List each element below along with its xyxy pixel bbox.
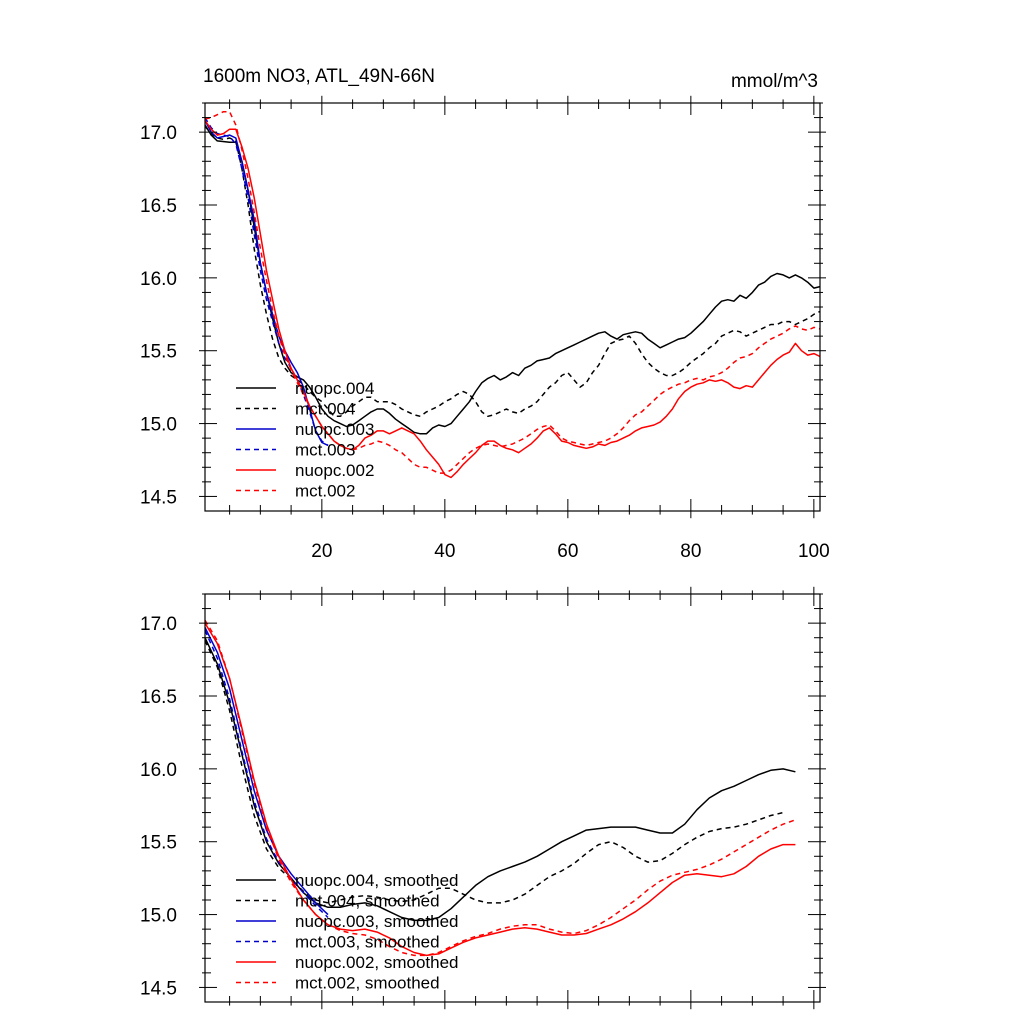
y-tick-label: 16.5 bbox=[140, 196, 177, 217]
legend-label: mct.003, smoothed bbox=[295, 933, 440, 952]
legend-label: mct.004, smoothed bbox=[295, 892, 440, 911]
series-line-mct-002 bbox=[204, 110, 821, 474]
legend-label: nuopc.002 bbox=[295, 461, 374, 480]
series-line-mct-004 bbox=[204, 125, 821, 418]
legend-label: mct.004 bbox=[295, 400, 355, 419]
legend-label: mct.002 bbox=[295, 482, 355, 501]
y-tick-label: 15.5 bbox=[140, 833, 177, 854]
x-tick-label: 40 bbox=[434, 541, 455, 562]
y-tick-label: 16.0 bbox=[140, 269, 177, 290]
x-tick-label: 20 bbox=[311, 541, 332, 562]
series-line-mct-003 bbox=[204, 117, 329, 447]
x-tick-label: 60 bbox=[557, 541, 578, 562]
top-panel: 14.5 15.0 15.5 16.0 16.5 17.0 20 40 60 80 100 nuopc… bbox=[140, 95, 830, 562]
y-tick-label: 16.0 bbox=[140, 760, 177, 781]
series-line-nuopc-003-smoothed bbox=[204, 627, 329, 916]
y-tick-label: 15.5 bbox=[140, 342, 177, 363]
series-line-nuopc-004 bbox=[204, 124, 821, 435]
legend-label: nuopc.003 bbox=[295, 420, 374, 439]
bottom-panel: 14.5 15.0 15.5 16.0 16.5 17.0 nuopc.004, smoot… bbox=[140, 586, 826, 1010]
x-tick-label: 80 bbox=[680, 541, 701, 562]
x-tick-label: 100 bbox=[798, 541, 830, 562]
legend-label: nuopc.002, smoothed bbox=[295, 953, 459, 972]
y-tick-label: 17.0 bbox=[140, 614, 177, 635]
chart-title: 1600m NO3, ATL_49N-66N bbox=[203, 66, 435, 87]
y-tick-label: 15.0 bbox=[140, 415, 177, 436]
legend-label: nuopc.003, smoothed bbox=[295, 912, 459, 931]
y-tick-label: 16.5 bbox=[140, 687, 177, 708]
series-line-mct-002-smoothed bbox=[204, 619, 796, 957]
legend-label: nuopc.004, smoothed bbox=[295, 871, 459, 890]
series-line-mct-004-smoothed bbox=[204, 640, 784, 904]
legend-label: mct.003 bbox=[295, 441, 355, 460]
y-tick-label: 17.0 bbox=[140, 123, 177, 144]
y-tick-label: 14.5 bbox=[140, 487, 177, 508]
y-tick-label: 14.5 bbox=[140, 978, 177, 999]
legend-label: nuopc.004 bbox=[295, 379, 374, 398]
legend-label: mct.002, smoothed bbox=[295, 974, 440, 993]
series-line-nuopc-002-smoothed bbox=[204, 622, 796, 957]
units-label: mmol/m^3 bbox=[731, 71, 818, 92]
series-line-mct-003-smoothed bbox=[204, 630, 329, 919]
y-tick-label: 15.0 bbox=[140, 906, 177, 927]
series-line-nuopc-004-smoothed bbox=[204, 637, 796, 922]
